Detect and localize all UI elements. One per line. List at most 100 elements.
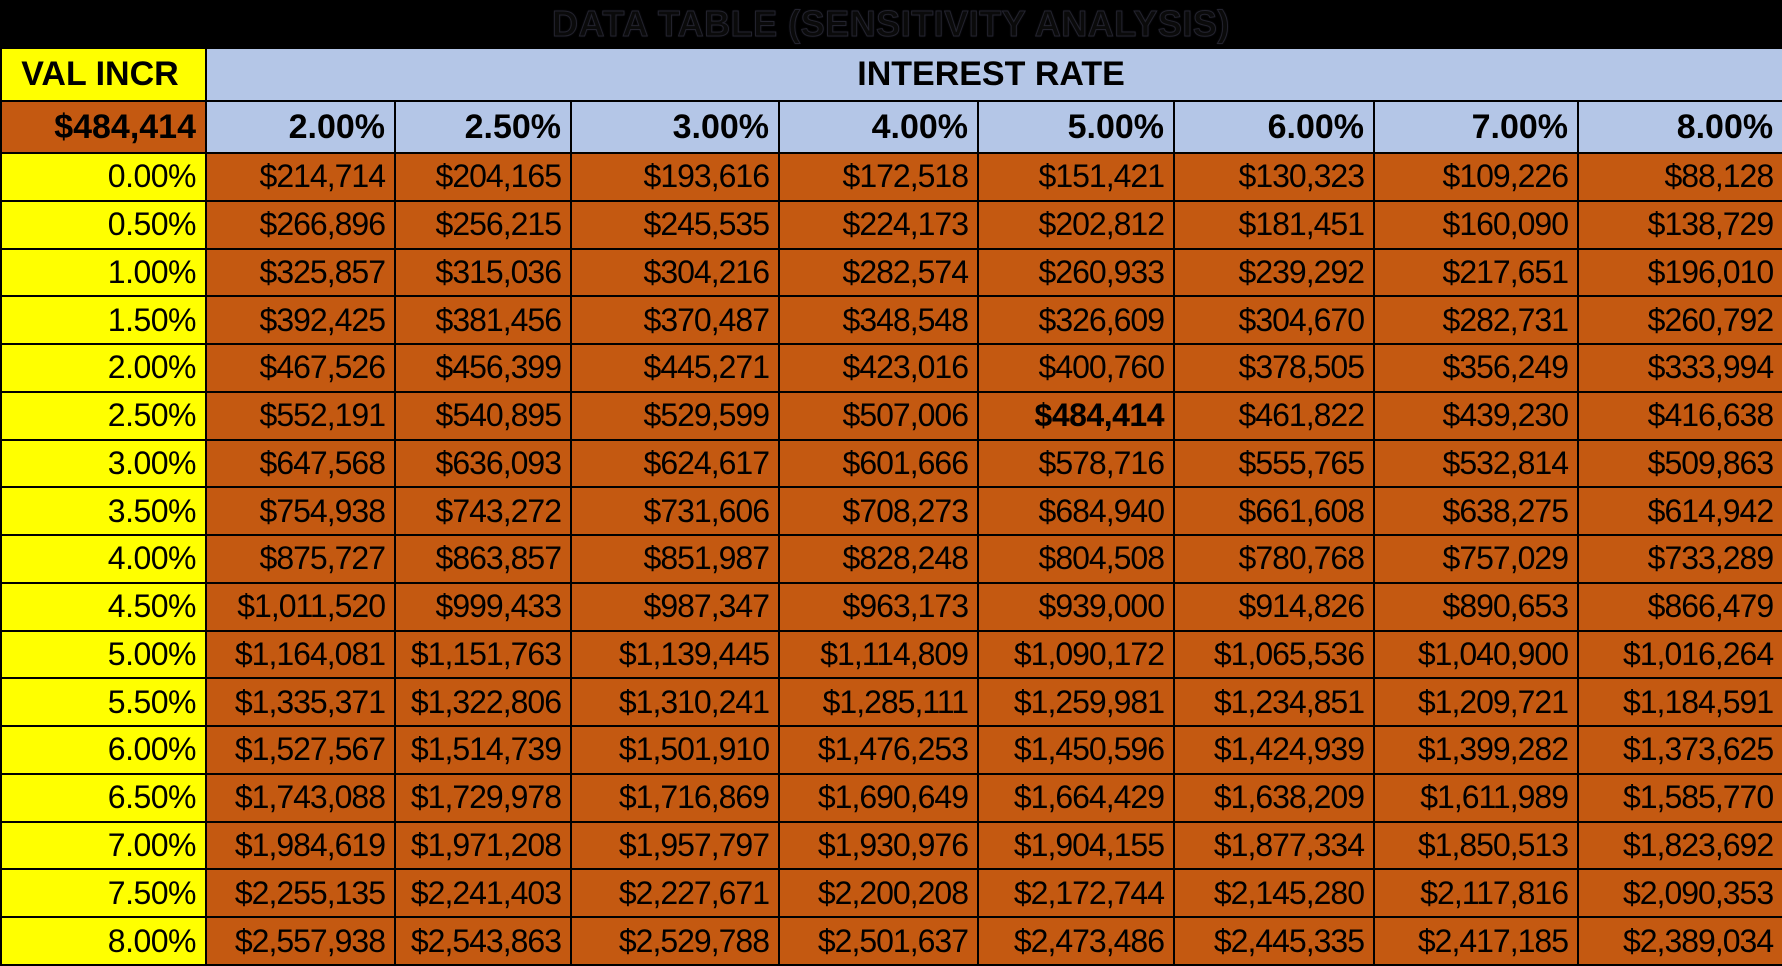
data-cell: $1,690,649 <box>778 772 979 823</box>
table-row: 1.00% $325,857 $315,036 $304,216 $282,574 $26… <box>0 247 1782 298</box>
data-cell: $1,259,981 <box>977 677 1175 727</box>
data-cell: $2,227,671 <box>570 868 780 918</box>
data-cell: $2,117,816 <box>1373 868 1579 918</box>
data-cell: $392,425 <box>205 295 396 345</box>
data-cell: $552,191 <box>205 390 396 441</box>
data-cell: $202,812 <box>977 199 1175 250</box>
data-cell: $939,000 <box>977 581 1175 632</box>
data-cell: $1,114,809 <box>778 629 979 680</box>
data-cell: $731,606 <box>570 486 780 536</box>
data-cell: $638,275 <box>1373 486 1579 536</box>
data-cell: $2,090,353 <box>1576 868 1782 918</box>
data-cell: $2,501,637 <box>778 916 979 966</box>
data-cell: $1,450,596 <box>977 725 1175 775</box>
data-cell: $160,090 <box>1373 199 1579 250</box>
data-cell: $890,653 <box>1373 581 1579 632</box>
table-title: DATA TABLE (SENSITIVITY ANALYSIS) <box>552 3 1230 45</box>
data-cell: $540,895 <box>394 390 572 441</box>
data-cell: $1,514,739 <box>394 725 572 775</box>
data-cell: $1,399,282 <box>1373 725 1579 775</box>
data-cell: $963,173 <box>778 581 979 632</box>
row-label: 1.00% <box>0 247 207 298</box>
data-cell: $239,292 <box>1173 247 1375 298</box>
data-cell: $348,548 <box>778 295 979 345</box>
row-label: 0.50% <box>0 199 207 250</box>
data-cell: $1,139,445 <box>570 629 780 680</box>
table-row: 2.50% $552,191 $540,895 $529,599 $507,006 $48… <box>0 390 1782 441</box>
data-cell: $1,716,869 <box>570 772 780 823</box>
data-cell: $326,609 <box>977 295 1175 345</box>
data-cell: $2,417,185 <box>1373 916 1579 966</box>
table-row: 0.00% $214,714 $204,165 $193,616 $172,518 $15… <box>0 152 1782 202</box>
data-cell: $1,011,520 <box>205 581 396 632</box>
row-label: 5.50% <box>0 677 207 727</box>
data-cell: $914,826 <box>1173 581 1375 632</box>
data-cell: $754,938 <box>205 486 396 536</box>
data-cell: $555,765 <box>1173 438 1375 489</box>
table-row: 2.00% $467,526 $456,399 $445,271 $423,016 $40… <box>0 343 1782 393</box>
data-cell: $109,226 <box>1373 152 1579 202</box>
data-cell: $1,984,619 <box>205 820 396 871</box>
data-cell: $1,743,088 <box>205 772 396 823</box>
data-cell: $1,335,371 <box>205 677 396 727</box>
data-cell: $467,526 <box>205 343 396 393</box>
data-cell: $333,994 <box>1576 343 1782 393</box>
data-cell: $1,971,208 <box>394 820 572 871</box>
table-row: 7.50% $2,255,135 $2,241,403 $2,227,671 $2,20… <box>0 868 1782 918</box>
data-cell: $863,857 <box>394 534 572 584</box>
table-row: 7.00% $1,984,619 $1,971,208 $1,957,797 $1,93… <box>0 820 1782 871</box>
data-cell: $181,451 <box>1173 199 1375 250</box>
data-cell: $260,933 <box>977 247 1175 298</box>
data-cell: $193,616 <box>570 152 780 202</box>
header-row-rates: $484,414 2.00% 2.50% 3.00% 4.00% 5.00% 6.00% 7… <box>0 100 1782 154</box>
data-cell: $601,666 <box>778 438 979 489</box>
data-cell: $614,942 <box>1576 486 1782 536</box>
data-cell: $1,040,900 <box>1373 629 1579 680</box>
data-cell: $256,215 <box>394 199 572 250</box>
data-cell: $1,585,770 <box>1576 772 1782 823</box>
data-cell: $647,568 <box>205 438 396 489</box>
data-cell: $684,940 <box>977 486 1175 536</box>
data-cell: $1,373,625 <box>1576 725 1782 775</box>
data-cell: $2,389,034 <box>1576 916 1782 966</box>
data-cell: $245,535 <box>570 199 780 250</box>
row-label: 5.00% <box>0 629 207 680</box>
data-cell: $578,716 <box>977 438 1175 489</box>
data-cell: $2,145,280 <box>1173 868 1375 918</box>
data-cell: $757,029 <box>1373 534 1579 584</box>
data-cell: $445,271 <box>570 343 780 393</box>
corner-val-incr-label: VAL INCR <box>0 47 207 102</box>
data-cell: $780,768 <box>1173 534 1375 584</box>
rate-header: 4.00% <box>778 100 979 154</box>
data-cell: $636,093 <box>394 438 572 489</box>
data-cell: $88,128 <box>1576 152 1782 202</box>
rate-header: 8.00% <box>1576 100 1782 154</box>
data-cell: $1,151,763 <box>394 629 572 680</box>
row-label: 6.50% <box>0 772 207 823</box>
data-cell: $325,857 <box>205 247 396 298</box>
highlighted-base-value-cell: $484,414 <box>977 390 1175 441</box>
data-cell: $304,670 <box>1173 295 1375 345</box>
table-row: 6.00% $1,527,567 $1,514,739 $1,501,910 $1,47… <box>0 725 1782 775</box>
data-cell: $2,445,335 <box>1173 916 1375 966</box>
data-cell: $1,322,806 <box>394 677 572 727</box>
table-row: 0.50% $266,896 $256,215 $245,535 $224,173 $20… <box>0 199 1782 250</box>
data-cell: $624,617 <box>570 438 780 489</box>
row-label: 4.50% <box>0 581 207 632</box>
data-cell: $509,863 <box>1576 438 1782 489</box>
data-cell: $743,272 <box>394 486 572 536</box>
rate-header: 5.00% <box>977 100 1175 154</box>
data-cell: $1,638,209 <box>1173 772 1375 823</box>
data-cell: $282,574 <box>778 247 979 298</box>
data-cell: $1,234,851 <box>1173 677 1375 727</box>
data-cell: $370,487 <box>570 295 780 345</box>
data-cell: $439,230 <box>1373 390 1579 441</box>
data-cell: $138,729 <box>1576 199 1782 250</box>
row-label: 4.00% <box>0 534 207 584</box>
data-cell: $196,010 <box>1576 247 1782 298</box>
data-cell: $2,172,744 <box>977 868 1175 918</box>
row-label: 3.50% <box>0 486 207 536</box>
row-label: 6.00% <box>0 725 207 775</box>
data-cell: $204,165 <box>394 152 572 202</box>
table-row: 3.50% $754,938 $743,272 $731,606 $708,273 $68… <box>0 486 1782 536</box>
